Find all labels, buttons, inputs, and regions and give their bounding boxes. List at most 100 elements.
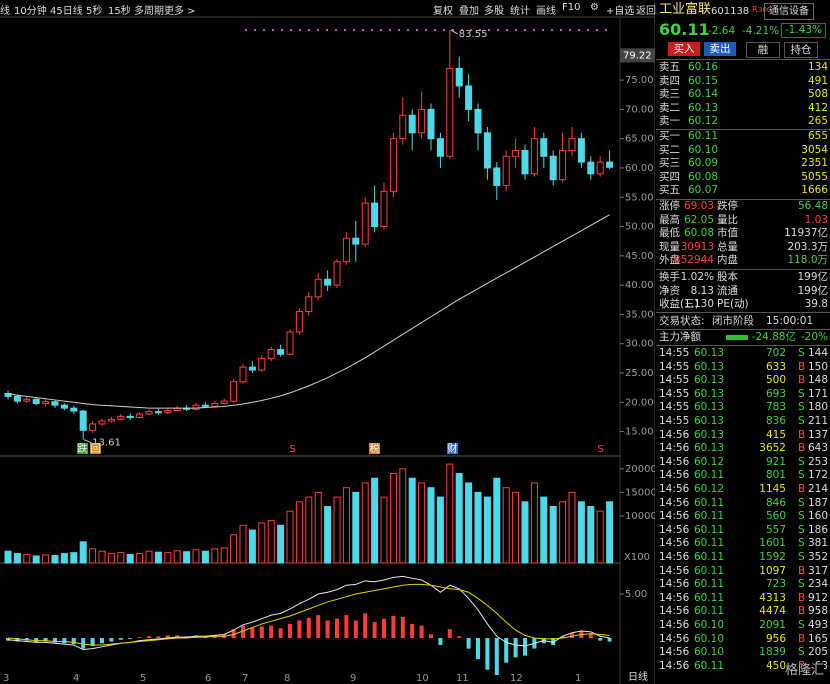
volume-bar xyxy=(577,501,585,564)
candle-body xyxy=(286,331,294,355)
tick-time: 14:55 xyxy=(659,401,690,414)
candle-body xyxy=(154,411,162,414)
tick-price: 60.11 xyxy=(693,659,724,672)
volume-bar xyxy=(474,491,482,564)
book-volume: 508 xyxy=(807,88,828,101)
toolbar-item[interactable]: 多周期 xyxy=(134,6,164,17)
trade-button[interactable]: 买入 xyxy=(668,42,700,56)
divider xyxy=(656,199,830,200)
toolbar-item[interactable]: 5秒 xyxy=(86,6,103,17)
book-price: 60.10 xyxy=(688,143,719,156)
tick-volume: 1601 xyxy=(759,537,786,550)
flow-label: 主力净额 xyxy=(659,331,701,343)
tick-side: S xyxy=(798,510,805,523)
tick-side: S xyxy=(798,646,805,659)
candle-body xyxy=(89,423,97,431)
book-label: 买五 xyxy=(659,184,680,197)
macd-bar xyxy=(71,638,76,645)
volume-bar xyxy=(352,491,360,564)
volume-bar xyxy=(342,487,350,564)
candle-body xyxy=(418,108,426,134)
candle-body xyxy=(493,167,501,187)
macd-bar xyxy=(523,638,527,656)
macd-bar xyxy=(53,638,57,643)
candle-body xyxy=(352,237,360,245)
tick-count: 171 xyxy=(807,387,828,400)
tick-side: S xyxy=(798,523,805,536)
volume-bar xyxy=(324,505,332,564)
candle-body xyxy=(371,202,379,228)
volume-bar xyxy=(314,491,322,564)
y-tick-label: 15.00 xyxy=(625,427,654,438)
toolbar-item[interactable]: 画线 xyxy=(536,6,556,17)
stock-name: 工业富联 xyxy=(659,2,712,17)
tick-count: 214 xyxy=(807,483,828,495)
book-volume: 5055 xyxy=(801,170,828,183)
tick-side: B xyxy=(798,632,806,645)
cursor-box xyxy=(620,48,655,63)
candle-body xyxy=(98,420,106,425)
volume-bar xyxy=(277,524,285,564)
volume-bar xyxy=(361,482,369,564)
event-marker: 跌 xyxy=(78,442,88,455)
tick-price: 60.10 xyxy=(693,632,724,645)
badge-r: R xyxy=(752,5,758,14)
toolbar-item[interactable]: 10分钟 xyxy=(14,6,47,17)
toolbar-item[interactable]: +自选 xyxy=(606,6,635,17)
stat-value: 118.0万 xyxy=(787,254,828,267)
toolbar-item[interactable]: 多股 xyxy=(484,6,504,17)
high-label: 83.55 xyxy=(459,29,488,40)
tick-volume: 633 xyxy=(765,360,786,373)
candle-body xyxy=(248,366,256,371)
stat-label: 最高 xyxy=(659,213,680,226)
toolbar-item[interactable]: 更多 > xyxy=(164,6,196,17)
toolbar-item[interactable]: ⚙ xyxy=(590,2,599,13)
macd-bar xyxy=(316,615,321,639)
candle-body xyxy=(530,138,538,175)
candle-body xyxy=(277,349,285,355)
stat-value: 1.02% xyxy=(680,271,714,283)
flow-pct: -20% xyxy=(800,331,828,343)
book-price: 60.07 xyxy=(688,184,719,197)
tick-count: 137 xyxy=(807,428,828,441)
candle-body xyxy=(42,401,50,404)
toolbar-item[interactable]: 叠加 xyxy=(459,6,479,17)
toolbar-item[interactable]: 线 xyxy=(0,6,10,17)
trade-button[interactable]: 卖出 xyxy=(704,42,736,56)
book-volume: 2351 xyxy=(801,157,828,170)
tick-price: 60.13 xyxy=(693,415,724,427)
stat-label: 换手 xyxy=(659,271,680,283)
volume-bar xyxy=(211,548,219,564)
stat-label: 跌停 xyxy=(717,200,738,212)
volume-bar xyxy=(596,510,604,564)
toolbar-item[interactable]: 复权 xyxy=(433,6,453,17)
macd-bar xyxy=(504,638,509,663)
tick-time: 14:56 xyxy=(659,442,690,455)
x-tick-label: 4 xyxy=(73,673,79,684)
y-tick-label: 10000 xyxy=(625,511,655,522)
candle-body xyxy=(239,366,247,383)
book-label: 买四 xyxy=(659,170,680,183)
macd-bar xyxy=(325,620,330,639)
toolbar-item[interactable]: F10 xyxy=(562,2,581,13)
candle-body xyxy=(126,415,134,419)
candle-body xyxy=(577,138,585,163)
book-volume: 265 xyxy=(807,115,828,128)
volume-bar xyxy=(559,501,567,564)
volume-bar xyxy=(305,496,313,564)
toolbar-item[interactable]: 返回 xyxy=(636,6,656,17)
tick-volume: 723 xyxy=(765,578,786,591)
tick-time: 14:56 xyxy=(659,510,690,523)
y-tick-label: 60.00 xyxy=(625,163,654,174)
toolbar-item[interactable]: 统计 xyxy=(510,6,530,17)
trade-button[interactable]: 持仓 xyxy=(784,42,818,58)
toolbar-item[interactable]: 15秒 xyxy=(108,6,131,17)
y-tick-label: 20000 xyxy=(625,464,655,475)
last-price: 60.11 xyxy=(659,20,710,39)
toolbar-item[interactable]: 45日线 xyxy=(50,6,83,17)
macd-bar xyxy=(598,638,603,641)
industry-button[interactable]: 通信设备 xyxy=(764,3,814,20)
trade-button[interactable]: 融 xyxy=(746,42,780,58)
volume-bar xyxy=(183,551,191,564)
candle-body xyxy=(512,149,520,157)
